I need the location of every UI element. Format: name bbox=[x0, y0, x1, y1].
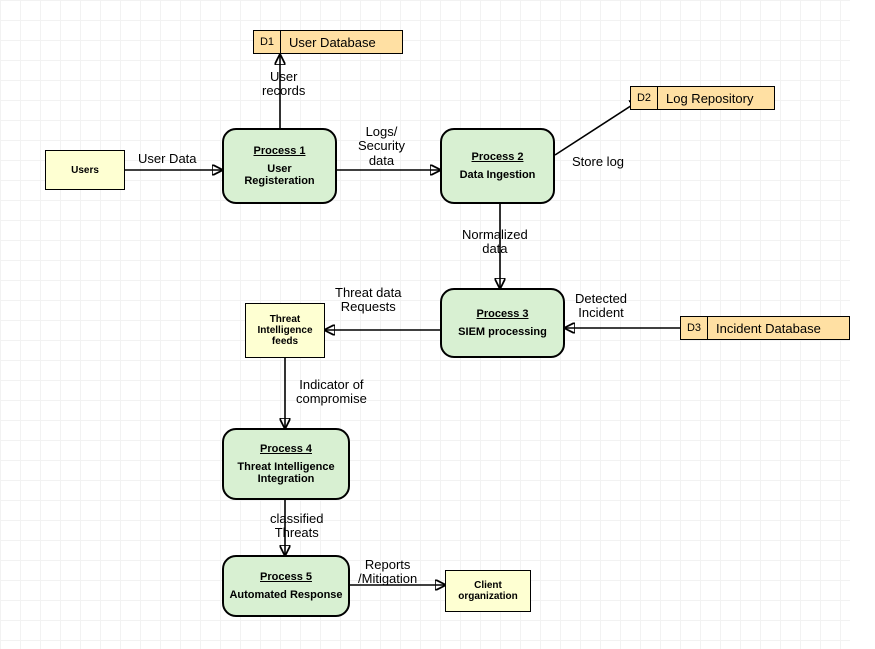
edge-label-e_p1_p2: Logs/Securitydata bbox=[358, 125, 405, 168]
edge-label-e_p5_client: Reports/Mitigation bbox=[358, 558, 417, 587]
process-1: Process 1 UserRegisteration bbox=[222, 128, 337, 204]
edge-label-e_users_p1: User Data bbox=[138, 152, 197, 166]
datastore-d3: D3 Incident Database bbox=[680, 316, 850, 340]
edge-e_p2_d2 bbox=[555, 100, 640, 155]
datastore-label: Log Repository bbox=[658, 87, 761, 109]
datastore-id: D1 bbox=[254, 31, 281, 53]
edge-label-e_feed_p4: Indicator ofcompromise bbox=[296, 378, 367, 407]
process-4: Process 4 Threat IntelligenceIntegration bbox=[222, 428, 350, 500]
datastore-id: D3 bbox=[681, 317, 708, 339]
process-2: Process 2 Data Ingestion bbox=[440, 128, 555, 204]
process-title: Process 2 bbox=[472, 151, 524, 163]
datastore-id: D2 bbox=[631, 87, 658, 109]
entity-threat-feeds: ThreatIntelligencefeeds bbox=[245, 303, 325, 358]
right-margin bbox=[850, 0, 875, 649]
datastore-label: Incident Database bbox=[708, 317, 829, 339]
process-label: SIEM processing bbox=[458, 326, 547, 338]
process-5: Process 5 Automated Response bbox=[222, 555, 350, 617]
process-label: Data Ingestion bbox=[460, 169, 536, 181]
edge-label-e_p4_p5: classifiedThreats bbox=[270, 512, 323, 541]
process-label: UserRegisteration bbox=[244, 163, 314, 187]
process-3: Process 3 SIEM processing bbox=[440, 288, 565, 358]
entity-client: Clientorganization bbox=[445, 570, 531, 612]
entity-label: ThreatIntelligencefeeds bbox=[257, 314, 312, 347]
entity-label: Clientorganization bbox=[458, 580, 517, 602]
edge-label-e_d3_p3: DetectedIncident bbox=[575, 292, 627, 321]
entity-label: Users bbox=[71, 165, 99, 176]
diagram-canvas: Users ThreatIntelligencefeeds Clientorga… bbox=[0, 0, 875, 649]
process-label: Threat IntelligenceIntegration bbox=[237, 461, 334, 485]
edge-label-e_p2_d2: Store log bbox=[572, 155, 624, 169]
process-title: Process 5 bbox=[260, 571, 312, 583]
process-label: Automated Response bbox=[229, 589, 342, 601]
edge-label-e_p3_feed: Threat dataRequests bbox=[335, 286, 402, 315]
edge-label-e_p1_d1: Userrecords bbox=[262, 70, 305, 99]
entity-users: Users bbox=[45, 150, 125, 190]
datastore-d1: D1 User Database bbox=[253, 30, 403, 54]
datastore-label: User Database bbox=[281, 31, 384, 53]
edge-label-e_p2_p3: Normalizeddata bbox=[462, 228, 528, 257]
process-title: Process 1 bbox=[254, 145, 306, 157]
process-title: Process 4 bbox=[260, 443, 312, 455]
process-title: Process 3 bbox=[477, 308, 529, 320]
datastore-d2: D2 Log Repository bbox=[630, 86, 775, 110]
